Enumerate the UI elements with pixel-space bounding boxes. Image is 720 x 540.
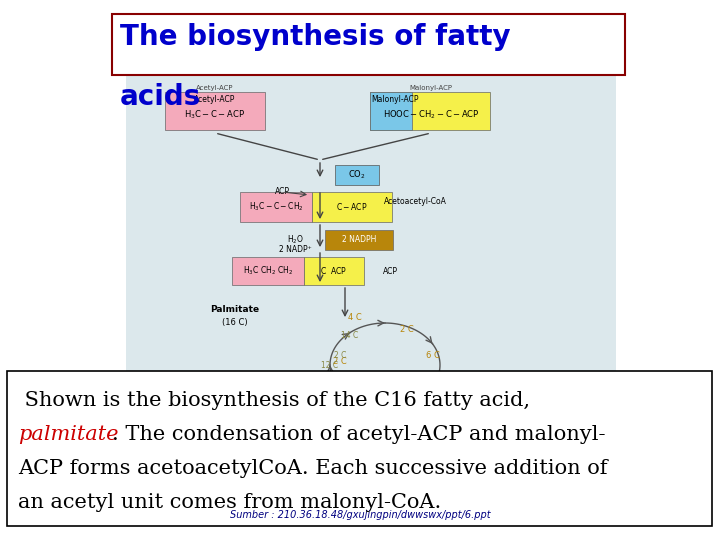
- Text: Sumber : 210.36.18.48/gxujingpin/dwwswx/ppt/6.ppt: Sumber : 210.36.18.48/gxujingpin/dwwswx/…: [230, 510, 490, 520]
- Text: $\mathregular{HOOC-CH_2-C-ACP}$: $\mathregular{HOOC-CH_2-C-ACP}$: [382, 109, 480, 122]
- Bar: [335, 165, 379, 185]
- Text: ACP: ACP: [274, 187, 289, 197]
- Bar: [370, 92, 412, 130]
- Bar: [304, 257, 364, 285]
- Bar: [112, 14, 625, 75]
- Bar: [312, 192, 392, 222]
- Text: 2 C: 2 C: [344, 374, 356, 382]
- Text: 2 C: 2 C: [333, 357, 347, 367]
- Text: 2 NADPH: 2 NADPH: [342, 235, 376, 245]
- Text: 2 C: 2 C: [374, 406, 386, 415]
- Text: Acetyl-ACP: Acetyl-ACP: [197, 85, 234, 91]
- Text: 4 C: 4 C: [348, 314, 362, 322]
- Text: ACP forms acetoacetylCoA. Each successive addition of: ACP forms acetoacetylCoA. Each successiv…: [18, 459, 608, 478]
- Bar: [126, 70, 616, 440]
- Text: Shown is the biosynthesis of the C16 fatty acid,: Shown is the biosynthesis of the C16 fat…: [18, 391, 530, 410]
- Text: 2 C: 2 C: [400, 326, 414, 334]
- Text: 6 C: 6 C: [426, 350, 440, 360]
- Text: acids: acids: [120, 83, 202, 111]
- Bar: [370, 92, 490, 130]
- Bar: [7, 371, 712, 526]
- Text: Palmitate: Palmitate: [210, 306, 260, 314]
- Text: ACP: ACP: [382, 267, 397, 275]
- Bar: [240, 192, 312, 222]
- Text: palmitate: palmitate: [18, 425, 119, 444]
- Text: $\mathregular{C-ACP}$: $\mathregular{C-ACP}$: [336, 201, 368, 213]
- Text: Acetyl-ACP: Acetyl-ACP: [194, 96, 235, 105]
- Text: an acetyl unit comes from malonyl-CoA.: an acetyl unit comes from malonyl-CoA.: [18, 493, 441, 512]
- Text: Malonyl-ACP: Malonyl-ACP: [410, 85, 452, 91]
- Text: $\mathregular{H_2O}$: $\mathregular{H_2O}$: [287, 234, 304, 246]
- Text: $\mathregular{CO_2}$: $\mathregular{CO_2}$: [348, 168, 366, 181]
- Text: $\mathregular{H_3C\ CH_2\ CH_2}$: $\mathregular{H_3C\ CH_2\ CH_2}$: [243, 265, 293, 277]
- Text: (16 C): (16 C): [222, 318, 248, 327]
- Text: 8 C: 8 C: [385, 393, 399, 402]
- Text: 2 C: 2 C: [334, 350, 346, 360]
- Text: 2 C: 2 C: [413, 377, 427, 387]
- Bar: [325, 230, 393, 250]
- Text: $\mathregular{H_3C-C-ACP}$: $\mathregular{H_3C-C-ACP}$: [184, 109, 246, 122]
- Text: 2 C: 2 C: [351, 381, 365, 389]
- Text: The biosynthesis of fatty: The biosynthesis of fatty: [120, 23, 510, 51]
- Text: $\mathregular{H_3C-C-CH_2}$: $\mathregular{H_3C-C-CH_2}$: [248, 201, 303, 213]
- Text: Malonyl-ACP: Malonyl-ACP: [372, 96, 419, 105]
- Text: $\mathregular{C\ \ ACP}$: $\mathregular{C\ \ ACP}$: [320, 266, 348, 276]
- Text: 10 C: 10 C: [341, 388, 359, 396]
- Bar: [165, 92, 265, 130]
- Text: . The condensation of acetyl-ACP and malonyl-: . The condensation of acetyl-ACP and mal…: [112, 425, 606, 444]
- Text: 2 NADP⁺: 2 NADP⁺: [279, 246, 311, 254]
- Bar: [232, 257, 304, 285]
- Text: 12 C: 12 C: [321, 361, 338, 369]
- Text: Acetoacetyl-CoA: Acetoacetyl-CoA: [384, 198, 446, 206]
- Text: 14 C: 14 C: [341, 330, 359, 340]
